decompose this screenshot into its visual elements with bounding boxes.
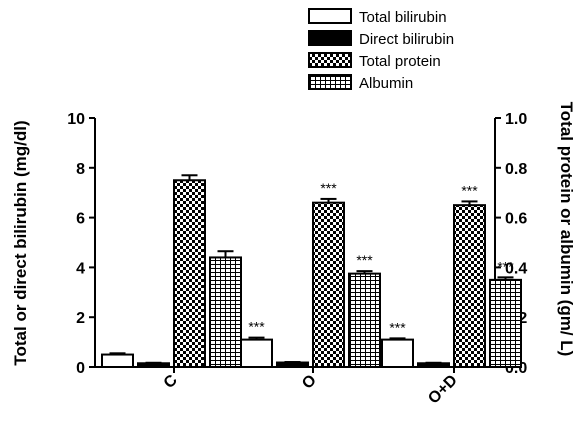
bar <box>209 256 242 368</box>
legend-swatch <box>308 74 352 90</box>
x-tick-label: C <box>161 371 182 392</box>
bar <box>312 201 345 368</box>
y-axis-right-label: Total protein or albumin (gm/ L) <box>557 102 576 357</box>
bar <box>348 272 381 368</box>
significance-label: *** <box>461 182 478 198</box>
legend-swatch <box>308 8 352 24</box>
significance-label: *** <box>248 319 265 335</box>
bar <box>489 278 522 369</box>
significance-label: *** <box>497 258 514 274</box>
bar <box>101 353 134 368</box>
significance-label: *** <box>320 180 337 196</box>
legend-label: Direct bilirubin <box>359 31 454 48</box>
bar <box>137 362 170 369</box>
legend-swatch <box>308 52 352 68</box>
bar <box>381 338 414 368</box>
significance-label: *** <box>356 252 373 268</box>
y-tick-label-left: 10 <box>67 111 85 128</box>
bar <box>276 361 309 369</box>
y-tick-label-left: 8 <box>76 161 85 178</box>
legend-label: Albumin <box>359 75 413 92</box>
y-tick-label-right: 0.4 <box>505 260 527 277</box>
bar <box>173 179 206 368</box>
y-tick-label-right: 0.8 <box>505 161 527 178</box>
y-tick-label-left: 4 <box>76 260 85 277</box>
bar <box>417 362 450 369</box>
legend-label: Total bilirubin <box>359 9 447 26</box>
y-tick-label-right: 0.6 <box>505 211 527 228</box>
legend: Total bilirubin Direct bilirubin Total pro… <box>308 8 454 92</box>
legend-label: Total protein <box>359 53 441 70</box>
bar <box>240 338 273 368</box>
significance-label: *** <box>389 319 406 335</box>
axis-labels: Total or direct bilirubin (mg/dl) Total … <box>11 102 576 366</box>
y-tick-label-left: 6 <box>76 211 85 228</box>
y-tick-label-left: 0 <box>76 360 85 377</box>
bar <box>453 204 486 368</box>
y-tick-label-right: 1.0 <box>505 111 527 128</box>
x-tick-label: O+D <box>425 372 461 408</box>
y-axis-left-label: Total or direct bilirubin (mg/dl) <box>11 120 30 365</box>
bars: *** *** *** *** *** *** <box>101 174 522 369</box>
y-tick-label-left: 2 <box>76 310 85 327</box>
x-tick-label: O <box>299 372 320 393</box>
legend-swatch <box>308 30 352 46</box>
